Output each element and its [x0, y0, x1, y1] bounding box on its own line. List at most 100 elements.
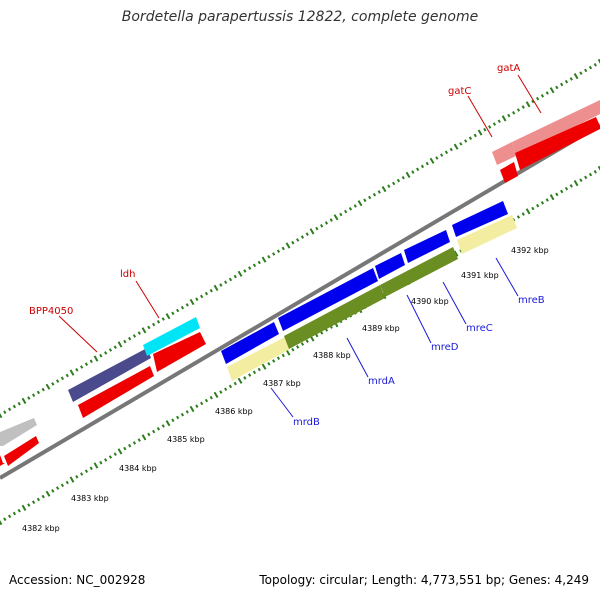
gene-label-bpp4050[interactable]: BPP4050	[29, 306, 73, 317]
feature-bpp4050-gene[interactable]	[68, 348, 151, 402]
major-tick	[0, 412, 3, 419]
kbp-label: 4392 kbp	[511, 246, 549, 255]
minor-tick	[363, 198, 367, 203]
minor-tick	[344, 209, 348, 214]
minor-tick	[329, 218, 333, 222]
minor-tick	[137, 331, 141, 335]
feature-mrdb-cds[interactable]	[221, 322, 279, 364]
major-tick	[189, 298, 195, 306]
gene-label-mrdb[interactable]: mrdB	[293, 417, 320, 428]
minor-tick	[132, 441, 137, 445]
minor-tick	[55, 379, 60, 383]
gene-label-mrda[interactable]: mrdA	[368, 376, 395, 387]
minor-tick	[555, 192, 559, 197]
gene-label-gatc[interactable]: gatC	[448, 86, 471, 97]
minor-tick	[512, 111, 516, 115]
gene-label-mrec[interactable]: mreC	[466, 323, 493, 334]
feature-mrda-cds[interactable]	[278, 268, 378, 331]
kbp-label: 4386 kbp	[215, 407, 253, 416]
major-tick	[573, 73, 579, 80]
minor-tick	[420, 164, 425, 169]
feature-red-cds[interactable]	[500, 162, 518, 183]
major-tick	[477, 129, 483, 136]
feature-gata-gene[interactable]	[512, 100, 600, 156]
minor-tick	[113, 345, 117, 349]
kbp-label: 4387 kbp	[263, 379, 301, 388]
feature-khaki-gene[interactable]	[227, 337, 290, 381]
feature-gatc-gene[interactable]	[492, 142, 516, 165]
minor-tick	[320, 224, 324, 228]
major-tick	[93, 355, 99, 362]
minor-tick	[560, 189, 564, 194]
minor-tick	[123, 446, 127, 451]
minor-tick	[171, 418, 175, 423]
gene-label-ldh[interactable]: ldh	[120, 269, 135, 280]
feature-tracks	[0, 100, 600, 466]
minor-tick	[185, 410, 189, 414]
minor-tick	[300, 235, 305, 239]
minor-tick	[401, 175, 405, 180]
minor-tick	[257, 367, 261, 372]
minor-tick	[108, 455, 113, 459]
major-tick	[525, 101, 531, 108]
feature-mred-cds[interactable]	[375, 253, 405, 279]
feature-ldh-gene[interactable]	[143, 317, 200, 356]
kbp-label: 4389 kbp	[362, 324, 400, 333]
minor-tick	[564, 79, 569, 84]
accession-text: Accession: NC_002928	[9, 573, 146, 587]
major-tick	[261, 256, 267, 263]
minor-tick	[281, 353, 285, 358]
minor-tick	[569, 184, 573, 188]
minor-tick	[387, 184, 391, 188]
feature-red-cds[interactable]	[4, 436, 39, 466]
minor-tick	[176, 415, 180, 420]
minor-tick	[588, 172, 593, 177]
feature-red-cds[interactable]	[0, 455, 5, 466]
minor-tick	[305, 232, 309, 236]
minor-tick	[209, 288, 213, 293]
major-tick	[453, 143, 459, 150]
major-tick	[45, 383, 51, 390]
feature-red-cds[interactable]	[153, 332, 206, 372]
gene-label-mred[interactable]: mreD	[431, 342, 459, 353]
feature-gray-gene[interactable]	[0, 418, 37, 446]
minor-tick	[60, 376, 65, 381]
minor-tick	[51, 382, 55, 386]
minor-tick	[185, 303, 189, 307]
feature-olive-gene[interactable]	[380, 247, 458, 297]
minor-tick	[507, 113, 511, 118]
minor-tick	[31, 393, 36, 398]
minor-tick	[584, 68, 588, 73]
minor-tick	[84, 469, 89, 473]
major-tick	[309, 228, 315, 235]
minor-tick	[252, 370, 257, 375]
minor-tick	[200, 401, 204, 406]
minor-tick	[324, 221, 329, 225]
gene-label-mreb[interactable]: mreB	[518, 295, 545, 306]
feature-olive-gene[interactable]	[284, 285, 385, 349]
major-tick	[285, 242, 291, 249]
minor-tick	[228, 277, 233, 282]
minor-tick	[540, 201, 545, 205]
minor-tick	[473, 133, 477, 138]
minor-tick	[12, 404, 17, 409]
minor-tick	[123, 339, 127, 344]
kbp-label: 4390 kbp	[411, 297, 449, 306]
minor-tick	[180, 305, 185, 310]
minor-tick	[152, 322, 156, 327]
minor-tick	[161, 424, 165, 428]
gene-label-gata[interactable]: gatA	[497, 63, 520, 74]
minor-tick	[89, 359, 93, 364]
minor-tick	[521, 105, 525, 109]
feature-mreb-cds[interactable]	[452, 201, 508, 237]
minor-tick	[252, 263, 257, 268]
major-tick	[141, 434, 147, 441]
minor-tick	[41, 494, 45, 499]
feature-red-cds[interactable]	[78, 366, 154, 418]
feature-mrec-cds[interactable]	[404, 230, 450, 263]
feature-red-cds[interactable]	[515, 117, 600, 170]
genome-summary-text: Topology: circular; Length: 4,773,551 bp…	[259, 573, 589, 587]
feature-khaki-gene[interactable]	[457, 215, 517, 254]
label-leaders	[58, 74, 542, 418]
